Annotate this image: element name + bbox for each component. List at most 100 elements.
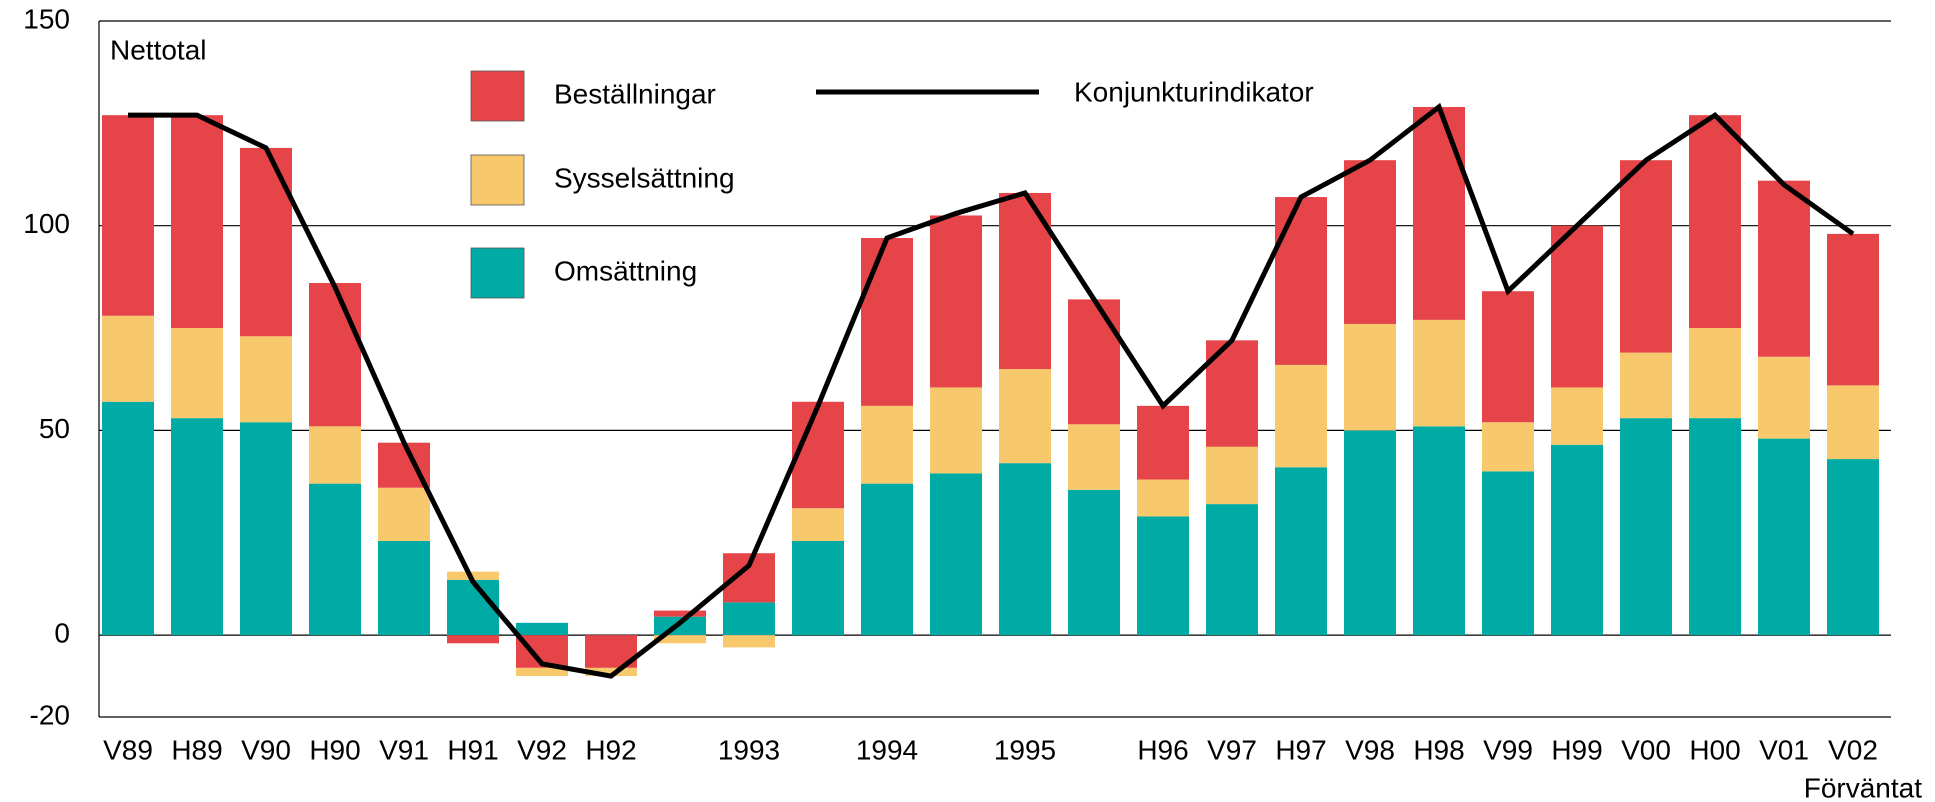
bar-segment [585,667,637,677]
y-tick-label: 150 [23,3,70,34]
bar-segment [1827,233,1879,386]
bar-segment [1620,352,1672,419]
bar-segment [792,401,844,509]
y-tick-label: 100 [23,208,70,239]
line [128,102,1855,679]
bar-segment [999,369,1051,464]
y-tick-label: -20 [30,699,70,730]
bar-segment [1068,424,1120,490]
bar-segment [930,473,982,636]
x-tick-label: H96 [1137,734,1188,765]
bar-segment [1551,225,1603,388]
bar-segment [723,602,775,636]
bar-segment [654,635,706,644]
bar-segment [1758,438,1810,636]
x-tick-label: V92 [517,734,567,765]
x-tick-label: H90 [309,734,360,765]
bar-segment [1206,504,1258,636]
x-tick-label: V90 [241,734,291,765]
bar-segment [1413,106,1465,320]
bar-segment [240,147,292,337]
bar-segment [930,215,982,388]
legend-label: Beställningar [554,78,716,109]
legend-swatch [470,154,525,206]
legend-label: Sysselsättning [554,162,735,193]
bar-segment [309,483,361,636]
legend-label: Omsättning [554,255,697,286]
bar-segment [240,422,292,636]
bar-segment [1482,422,1534,472]
x-tick-label: H00 [1689,734,1740,765]
bar-segment [447,571,499,580]
bar-segment [1551,387,1603,445]
bar-segment [861,237,913,406]
bar-segment [1068,489,1120,636]
bar-segment [1827,385,1879,460]
bar-segment [102,115,154,316]
bar-segment [1551,444,1603,636]
bar-segment [792,540,844,636]
bar-segment [1137,479,1189,517]
bar-segment [1275,197,1327,365]
bar-segment [516,667,568,677]
bar-segment [447,635,499,644]
bar-segment [1137,516,1189,636]
x-tick-label: 1995 [994,734,1056,765]
bar-segment [1275,364,1327,468]
bar-segment [1758,180,1810,357]
x-tick-label: V00 [1621,734,1671,765]
x-tick-label: H97 [1275,734,1326,765]
bar-segment [1689,328,1741,419]
bar-segment [102,401,154,636]
bar-segment [240,336,292,423]
bar-segment [378,540,430,636]
y-axis-label: Nettotal [110,34,207,65]
x-tick-label: V98 [1345,734,1395,765]
bar-segment [1413,319,1465,427]
x-tick-label: V99 [1483,734,1533,765]
bar-segment [1620,418,1672,636]
x-tick-label: V97 [1207,734,1257,765]
bar-segment [723,635,775,648]
x-tick-label: H98 [1413,734,1464,765]
legend-swatch [470,247,525,299]
bar-segment [171,328,223,419]
legend-swatch [470,70,525,122]
bar-segment [447,579,499,636]
bar-segment [309,426,361,484]
bar-segment [171,115,223,329]
bar-segment [1620,160,1672,353]
x-tick-label: V01 [1759,734,1809,765]
bar-segment [1482,291,1534,423]
bar-segment [102,315,154,402]
bar-segment [861,405,913,484]
x-tick-label: 1993 [718,734,780,765]
bar-segment [1827,459,1879,636]
bar-segment [654,610,706,617]
bar-segment [1275,467,1327,636]
bar-segment [1206,446,1258,505]
x-tick-label: H92 [585,734,636,765]
bar-segment [792,508,844,541]
x-tick-label: H99 [1551,734,1602,765]
bar-segment [1137,405,1189,480]
bar-segment [930,387,982,474]
bar-segment [171,418,223,636]
bar-segment [1689,115,1741,329]
legend-label: Konjunkturindikator [1074,76,1314,107]
y-tick-label: 0 [54,618,70,649]
bar-segment [861,483,913,636]
bar-segment [1689,418,1741,636]
x-tick-label: V89 [103,734,153,765]
x-tick-label: H89 [171,734,222,765]
bar-segment [516,622,568,636]
bar-segment [1758,356,1810,439]
x-tick-label: H91 [447,734,498,765]
bar-segment [1344,430,1396,636]
x-tick-label: V91 [379,734,429,765]
y-tick-label: 50 [39,413,70,444]
bar-segment [1413,426,1465,636]
x-tick-label: V02 [1828,734,1878,765]
bar-segment [378,487,430,541]
